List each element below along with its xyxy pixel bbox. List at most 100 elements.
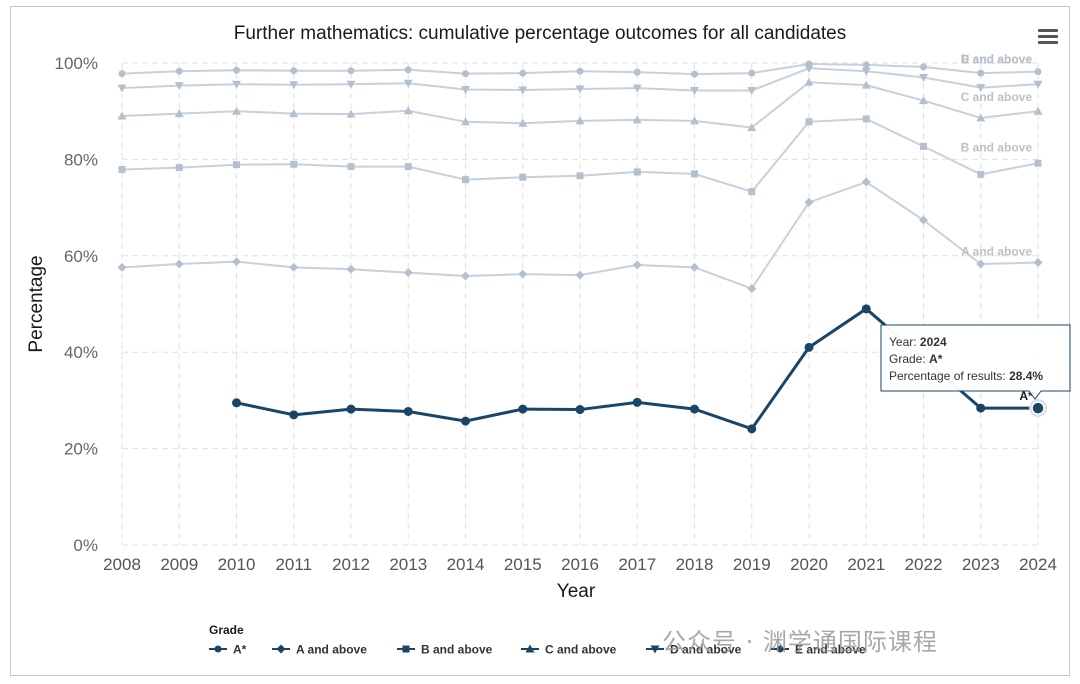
data-point <box>576 67 584 75</box>
data-point <box>518 269 528 279</box>
data-point <box>690 404 699 414</box>
data-point <box>919 96 928 105</box>
data-point <box>691 70 698 78</box>
x-tick-label: 2012 <box>332 555 370 574</box>
data-point <box>347 163 355 171</box>
axis-ticks: 0% 20% 40% 60% 80% 100% 2008 2009 2010 2011 2012 20… <box>55 54 1057 574</box>
tooltip-grade: Grade: A* <box>889 352 943 366</box>
x-tick-label: 2017 <box>618 555 656 574</box>
data-point <box>289 109 299 118</box>
data-point <box>805 60 813 68</box>
data-point <box>1033 258 1043 268</box>
data-point <box>632 115 642 124</box>
legend-swatch-marker <box>650 645 660 654</box>
data-point <box>976 84 986 93</box>
data-point <box>404 66 412 74</box>
data-point <box>862 61 870 69</box>
data-point <box>117 84 127 93</box>
series-e-and-above <box>118 60 1042 78</box>
data-point <box>289 81 299 90</box>
x-tick-label: 2008 <box>103 555 141 574</box>
data-point <box>976 403 986 413</box>
y-tick-label: 80% <box>64 150 98 169</box>
data-point <box>861 80 871 89</box>
end-label: E and above <box>961 53 1032 67</box>
data-point <box>461 416 470 426</box>
data-point <box>977 69 985 77</box>
y-tick-label: 0% <box>73 536 98 555</box>
legend-item[interactable]: D and above <box>646 643 742 657</box>
x-tick-label: 2021 <box>847 555 885 574</box>
y-tick-label: 100% <box>55 54 98 73</box>
data-point <box>347 67 355 75</box>
data-point <box>232 257 241 267</box>
tooltip: Year: 2024 Grade: A* Percentage of results… <box>880 324 1071 400</box>
data-point <box>289 262 299 272</box>
tooltip-box <box>880 324 1071 400</box>
data-point <box>976 113 986 122</box>
data-point <box>747 86 757 95</box>
data-point <box>1034 159 1042 167</box>
x-tick-label: 2011 <box>275 555 312 574</box>
data-point <box>632 84 642 93</box>
data-point <box>461 86 470 95</box>
x-tick-label: 2018 <box>676 555 714 574</box>
legend-label: B and above <box>421 643 493 657</box>
data-point <box>576 172 584 180</box>
end-label: A and above <box>961 245 1032 259</box>
legend-swatch-marker <box>276 644 286 654</box>
data-point <box>518 404 528 414</box>
data-point <box>518 86 528 95</box>
y-tick-label: 20% <box>64 440 98 459</box>
data-point <box>290 160 298 168</box>
legend-item[interactable]: A* <box>209 643 247 657</box>
legend-swatch-marker <box>214 645 222 653</box>
data-point <box>462 176 469 184</box>
data-point <box>632 397 642 407</box>
end-label: A* <box>1019 389 1033 403</box>
data-point <box>861 304 871 314</box>
series-line <box>236 306 1038 431</box>
chart-menu-button[interactable] <box>1036 26 1060 48</box>
data-point <box>861 67 871 76</box>
series-a-and-above <box>117 177 1043 294</box>
data-point <box>805 118 813 126</box>
x-tick-label: 2019 <box>733 555 771 574</box>
data-point <box>919 73 928 82</box>
data-point <box>862 115 870 123</box>
data-point <box>691 170 698 178</box>
data-point <box>403 268 413 278</box>
end-labels: A* A and above B and above C and above D and… <box>961 52 1033 403</box>
legend-item[interactable]: A and above <box>272 643 367 657</box>
legend-item[interactable]: B and above <box>397 643 493 657</box>
legend-item[interactable]: C and above <box>521 643 617 657</box>
data-point <box>633 168 641 176</box>
data-point <box>232 106 241 115</box>
legend-item[interactable]: E and above <box>771 643 866 657</box>
data-point <box>804 64 814 73</box>
data-point <box>804 197 814 207</box>
legend-title: Grade <box>209 623 244 637</box>
x-tick-label: 2014 <box>447 555 485 574</box>
data-point <box>518 118 528 127</box>
y-axis-label: Percentage <box>26 255 47 352</box>
data-point <box>346 264 356 274</box>
data-point <box>174 109 184 118</box>
x-tick-label: 2009 <box>160 555 198 574</box>
series-c-and-above <box>117 77 1043 132</box>
data-point <box>575 85 585 94</box>
x-axis-label: Year <box>557 581 596 602</box>
data-point <box>748 69 756 77</box>
data-point <box>804 77 814 86</box>
data-point <box>976 259 986 269</box>
data-point <box>174 259 184 269</box>
tooltip-year: Year: 2024 <box>889 335 947 349</box>
end-label: C and above <box>961 90 1033 104</box>
data-point <box>404 163 412 171</box>
end-label: B and above <box>961 140 1033 154</box>
data-point <box>403 406 413 416</box>
legend: Grade A* A and above B and above C and abov… <box>209 623 866 657</box>
data-point <box>920 142 927 150</box>
data-point <box>747 284 757 294</box>
